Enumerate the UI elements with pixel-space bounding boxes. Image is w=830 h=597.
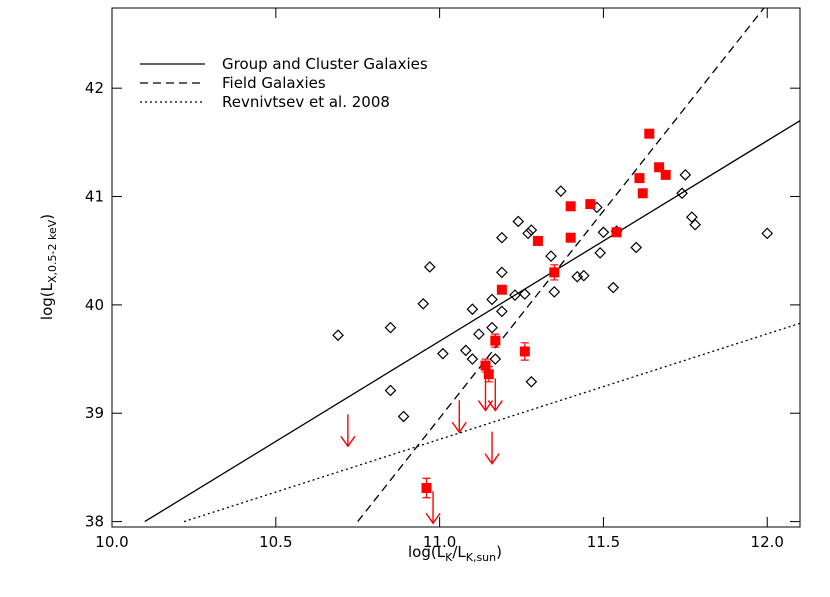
diamond-point [437, 347, 449, 360]
diamond-point [397, 410, 410, 423]
diamond-point [548, 286, 561, 298]
x-label-end: ) [496, 543, 502, 561]
diamond-point [676, 187, 688, 200]
y-label-text: log(L [38, 282, 56, 320]
diamond-point [594, 247, 607, 259]
plot-area [144, 8, 800, 525]
diamond-point [417, 297, 430, 310]
detection-point [565, 232, 576, 243]
diamond-point [466, 303, 479, 316]
diamond-point [518, 288, 531, 300]
fit-line [183, 322, 800, 523]
diamond-point [496, 266, 508, 279]
diamond-point [689, 218, 702, 231]
plot-frame [111, 7, 801, 528]
diamond-point [554, 185, 567, 197]
detection-point [644, 128, 655, 139]
y-tick-label: 42 [85, 79, 104, 97]
diamond-point [486, 293, 498, 306]
diamond-point [522, 227, 534, 240]
diamond-point [597, 226, 610, 239]
diamond-point [509, 289, 521, 301]
legend-label: Group and Cluster Galaxies [222, 55, 428, 73]
diamond-point [545, 250, 557, 262]
y-axis-label: log(LX,0.5-2 keV) [38, 214, 59, 320]
x-tick-label: 10.0 [95, 533, 128, 551]
legend-label: Field Galaxies [222, 74, 326, 92]
x-tick-label: 10.5 [259, 533, 292, 551]
x-label-text: log(L [408, 543, 446, 561]
diamond-point [332, 329, 344, 342]
detection-point [483, 369, 494, 380]
detection-point [565, 201, 576, 212]
detection-point [654, 162, 665, 173]
upper-limit-arrow [340, 414, 356, 448]
x-tick-label: 11.0 [423, 533, 456, 551]
detection-point [519, 346, 530, 357]
detection-point [611, 227, 622, 238]
diamond-point [486, 321, 498, 334]
y-tick-label: 39 [85, 404, 104, 422]
diamond-point [761, 227, 774, 240]
diamond-point [607, 281, 620, 294]
x-label-sub: K,sun [466, 551, 496, 564]
y-label-end: ) [38, 214, 56, 220]
y-tick-label: 40 [85, 296, 104, 314]
y-label-sub: X,0.5-2 keV [46, 219, 59, 283]
upper-limit-arrow [487, 378, 503, 412]
x-tick-label: 12.0 [751, 533, 784, 551]
x-tick-label: 11.5 [587, 533, 620, 551]
diamond-point [525, 375, 538, 388]
detection-point [532, 235, 543, 246]
x-axis-label: log(LK/LK,sun) [408, 543, 502, 564]
diamond-point [577, 269, 590, 282]
diamond-point [571, 270, 584, 283]
diamond-point [466, 353, 479, 365]
upper-limit-arrow [484, 431, 500, 465]
diamond-point [496, 231, 508, 244]
detection-point [490, 335, 501, 346]
diamond-point [630, 241, 643, 254]
diamond-point [512, 215, 525, 228]
upper-limit-arrow [425, 491, 441, 525]
detection-point [585, 199, 596, 210]
diamond-point [525, 224, 538, 236]
legend-label: Revnivtsev et al. 2008 [222, 93, 390, 111]
diamond-point [679, 169, 692, 181]
diamond-point [423, 261, 436, 273]
fit-line [144, 120, 800, 523]
y-tick-label: 38 [85, 513, 104, 531]
upper-limit-arrow [451, 400, 467, 434]
detection-point [421, 482, 432, 493]
detection-point [480, 360, 491, 371]
diamond-point [384, 384, 397, 397]
x-label-sub: K [445, 551, 453, 564]
detection-point [496, 284, 507, 295]
upper-limit-arrow [477, 378, 494, 412]
diamond-point [459, 344, 472, 357]
y-tick-label: 41 [85, 188, 104, 206]
detection-point [634, 173, 645, 184]
diamond-point [489, 353, 502, 365]
diamond-point [496, 305, 508, 318]
detection-point [660, 169, 671, 180]
fit-line [357, 8, 765, 522]
detection-point [637, 188, 648, 199]
diamond-point [473, 328, 485, 340]
x-label-sep: /L [452, 543, 466, 561]
diamond-point [686, 211, 698, 223]
detection-point [549, 267, 560, 278]
diamond-point [384, 321, 397, 334]
